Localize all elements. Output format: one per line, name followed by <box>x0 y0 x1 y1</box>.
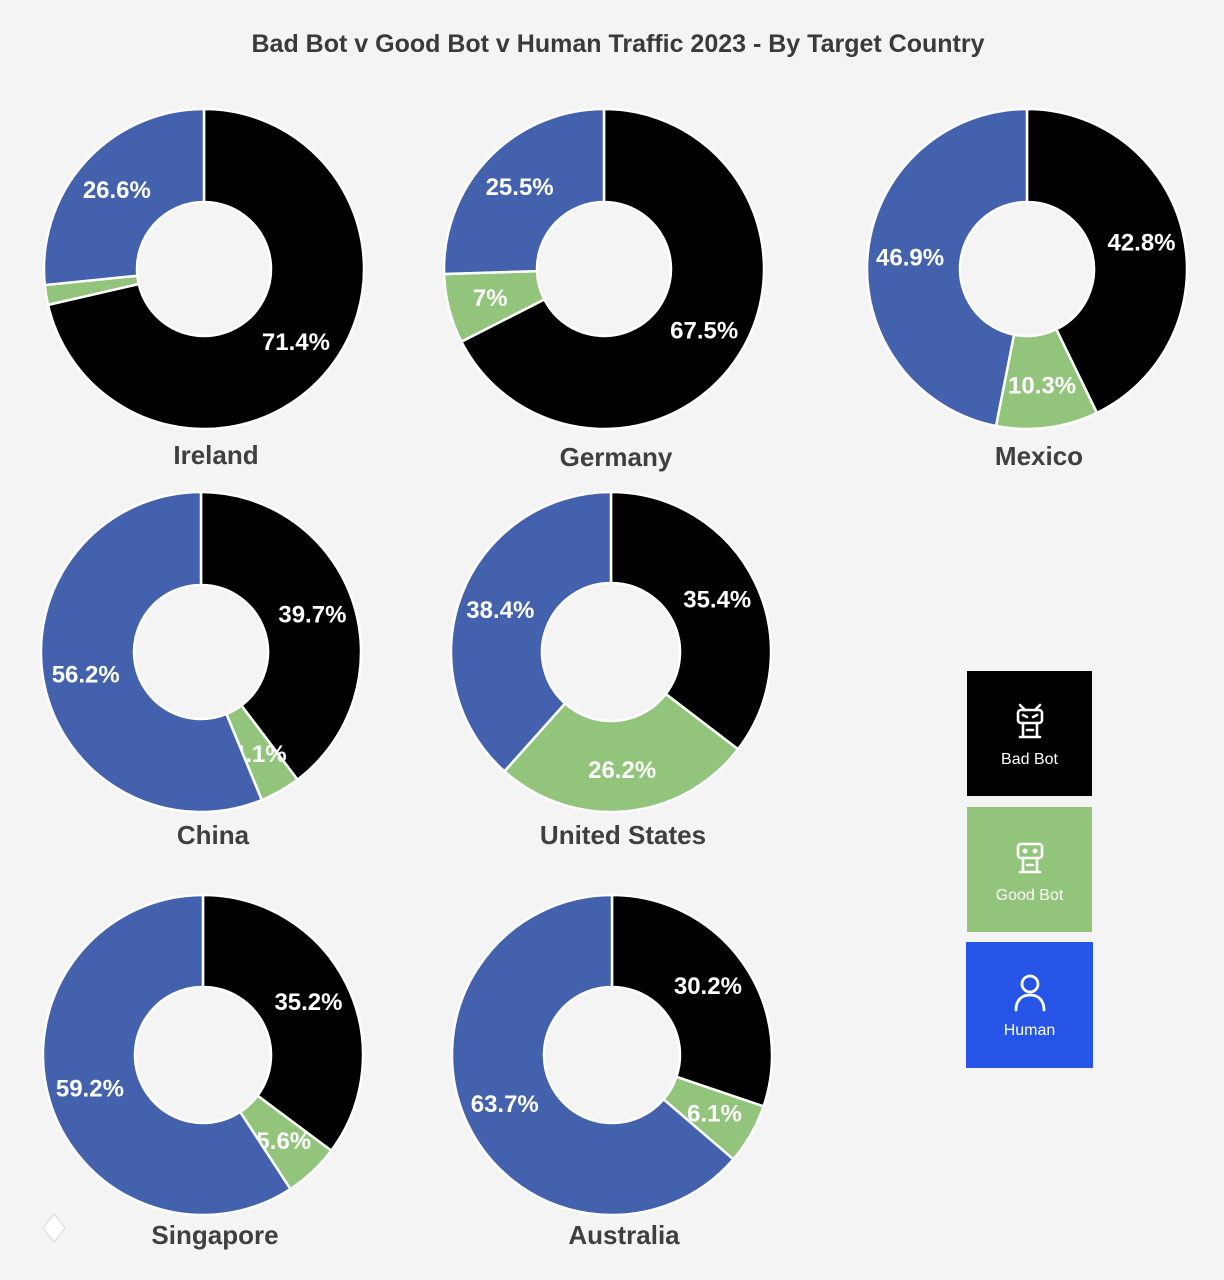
donut-china: 39.7%4.1%56.2%China <box>39 490 363 850</box>
legend-human-label: Human <box>1003 1022 1056 1039</box>
slice-label: 39.7% <box>278 602 346 629</box>
slice-human <box>42 107 206 287</box>
human-icon <box>1014 974 1045 1012</box>
logo-icon <box>42 1213 66 1243</box>
slice-label: 35.2% <box>274 989 342 1016</box>
slice-label: 59.2% <box>56 1076 124 1103</box>
slice-bad-bot <box>1025 107 1189 415</box>
slice-human <box>450 893 736 1217</box>
slice-label: 67.5% <box>670 317 738 344</box>
slice-human <box>41 893 293 1217</box>
legend-good-bot: Good Bot <box>967 807 1092 932</box>
slice-human <box>442 107 606 276</box>
slice-label: 10.3% <box>1008 373 1076 400</box>
good-bot-icon <box>1016 842 1043 873</box>
slice-bad-bot <box>459 107 766 431</box>
legend-good-bot-label: Good Bot <box>995 886 1064 904</box>
slice-bad-bot <box>46 107 366 431</box>
slice-label: 25.5% <box>486 174 554 201</box>
slice-label: 7% <box>473 285 508 312</box>
country-label: Ireland <box>173 440 258 470</box>
slice-label: 6.1% <box>687 1100 742 1127</box>
donut-germany: 67.5% 7% 25.5% Germany <box>442 107 766 472</box>
legend-bad-bot: Bad Bot <box>967 671 1092 796</box>
slice-good-bot <box>502 692 740 814</box>
slice-label: 56.2% <box>52 662 120 689</box>
slice-human <box>449 490 613 774</box>
slice-bad-bot <box>609 490 773 752</box>
slice-label: 26.6% <box>83 177 151 204</box>
slice-bad-bot <box>610 893 774 1108</box>
slice-label: 30.2% <box>674 973 742 1000</box>
slice-label: 46.9% <box>876 245 944 272</box>
country-label: China <box>177 820 250 850</box>
slice-human <box>865 107 1029 428</box>
country-label: Mexico <box>995 441 1083 471</box>
slice-label: 42.8% <box>1107 230 1175 257</box>
slice-label: 26.2% <box>588 757 656 784</box>
donut-australia: 30.2% 6.1% 63.7% Australia <box>450 893 774 1250</box>
chart-title: Bad Bot v Good Bot v Human Traffic 2023 … <box>251 30 985 58</box>
donut-mexico: 42.8% 10.3% 46.9% Mexico <box>865 107 1189 471</box>
slice-bad-bot <box>199 490 363 782</box>
donut-united-states: 35.4% 26.2% 38.4% United States <box>449 490 773 850</box>
slice-label: 71.4% <box>262 329 330 356</box>
slice-label: 38.4% <box>466 597 534 624</box>
country-label: Australia <box>568 1220 680 1250</box>
slice-label: 63.7% <box>471 1091 539 1118</box>
legend-bad-bot-label: Bad Bot <box>1001 750 1058 768</box>
bad-bot-icon <box>1016 703 1043 738</box>
country-label: Singapore <box>151 1220 278 1250</box>
slice-human <box>39 490 264 814</box>
country-label: United States <box>540 820 706 850</box>
country-label: Germany <box>560 442 673 472</box>
donut-singapore: 35.2%5.6%59.2%Singapore <box>41 893 365 1250</box>
legend-human: Human <box>966 942 1093 1068</box>
slice-bad-bot <box>201 893 365 1153</box>
donut-ireland: 71.4%2%26.6%Ireland <box>42 107 366 470</box>
slice-label: 35.4% <box>683 587 751 614</box>
